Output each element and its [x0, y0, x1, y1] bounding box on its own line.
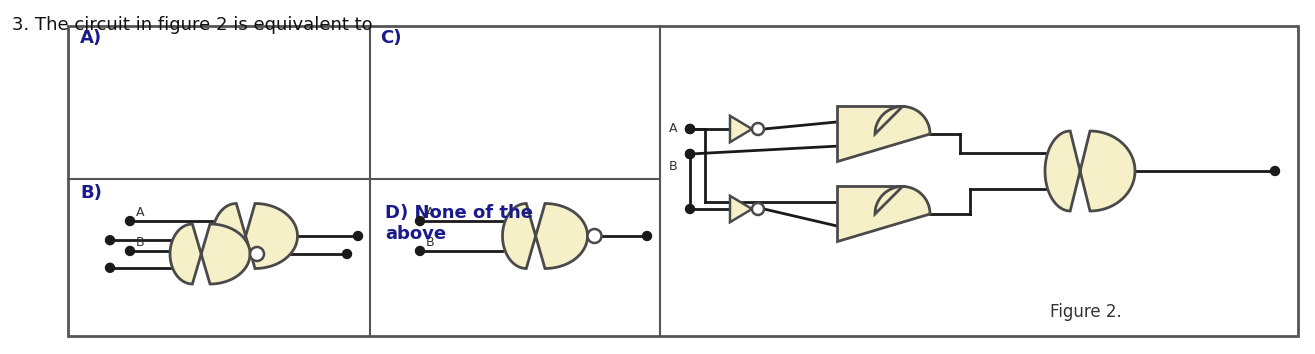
Circle shape — [125, 217, 134, 225]
Text: A: A — [135, 206, 145, 219]
Polygon shape — [213, 204, 297, 268]
Polygon shape — [502, 204, 588, 268]
Bar — [68, 26, 1298, 336]
Circle shape — [105, 263, 114, 272]
Text: Figure 2.: Figure 2. — [1049, 303, 1122, 321]
Circle shape — [752, 203, 764, 215]
Polygon shape — [1045, 131, 1135, 211]
Polygon shape — [170, 224, 250, 284]
Text: A): A) — [80, 29, 103, 47]
Circle shape — [685, 149, 694, 159]
Circle shape — [643, 232, 651, 240]
Text: A: A — [669, 122, 677, 136]
Circle shape — [685, 205, 694, 213]
Circle shape — [250, 247, 264, 261]
Text: A: A — [426, 206, 434, 219]
Text: C): C) — [380, 29, 401, 47]
Circle shape — [685, 149, 694, 159]
Circle shape — [752, 123, 764, 135]
Polygon shape — [730, 116, 752, 142]
Circle shape — [416, 246, 425, 256]
Circle shape — [1270, 166, 1279, 176]
Circle shape — [105, 236, 114, 245]
Text: B: B — [426, 236, 435, 249]
Text: B: B — [135, 236, 145, 249]
Polygon shape — [838, 107, 930, 161]
Circle shape — [685, 125, 694, 133]
Polygon shape — [730, 196, 752, 222]
Text: D) None of the
above: D) None of the above — [385, 204, 533, 243]
Circle shape — [125, 246, 134, 256]
Polygon shape — [838, 187, 930, 241]
Text: B): B) — [80, 184, 101, 202]
Circle shape — [342, 250, 351, 258]
Text: B: B — [669, 160, 677, 172]
Circle shape — [685, 125, 694, 133]
Circle shape — [588, 229, 601, 243]
Circle shape — [416, 217, 425, 225]
Text: 3. The circuit in figure 2 is equivalent to: 3. The circuit in figure 2 is equivalent… — [12, 16, 372, 34]
Circle shape — [354, 232, 363, 240]
